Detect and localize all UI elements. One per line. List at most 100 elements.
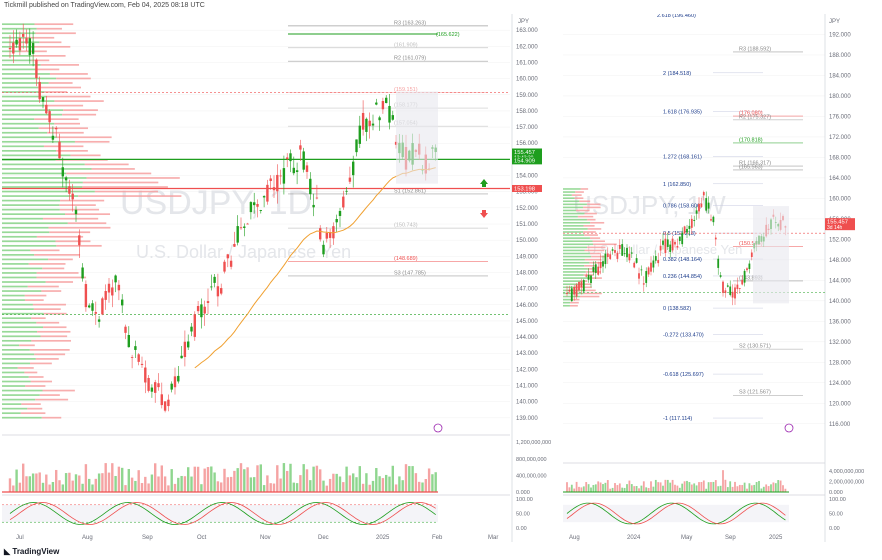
left-volume-bar [140,483,144,492]
left-volume-bar [421,482,424,492]
left-candle-body [167,399,170,407]
left-volume-bar [381,478,385,492]
right-candle-body [734,287,736,299]
left-volume-bar [150,474,154,492]
left-candle-body [18,38,22,51]
left-volume-bar [170,469,173,492]
left-volume-bar [18,482,22,492]
right-volume-bar [570,484,573,492]
right-volume-bar [688,482,691,492]
right-volume-bar [676,485,679,492]
right-pivot-label: S2 (130.571) [739,344,771,350]
left-volume-bar [408,466,411,492]
right-candle-body [662,240,664,245]
left-candle-body [200,304,203,318]
left-volume-bar [130,477,134,492]
right-volume-profile-bar-up [563,265,585,267]
weekly-chart-svg[interactable]: JPY 192.000 188.000 184.000 180.000 176.000 17… [563,13,881,542]
left-volume-bar [48,484,51,492]
left-volume-profile-bar-down [55,149,88,152]
right-candle-body [748,263,751,270]
left-candle-body [111,287,114,296]
left-candle-body [190,326,193,332]
left-volume-profile-bar-down [27,285,59,288]
left-volume-bar [266,475,269,492]
right-volume-bar [592,484,595,492]
left-volume-profile-bar-up [2,407,28,410]
left-candle-body [388,105,391,123]
right-volume-profile-bar-up [563,304,570,307]
left-candle-body [210,286,213,288]
left-volume-profile-bar-up [2,104,45,107]
left-volume-bar [193,466,196,492]
left-volume-profile-bar-up [2,131,48,134]
right-fib-label: 1 (162.850) [663,182,691,188]
left-volume-profile-bar-down [84,163,129,166]
right-volume-bar [702,480,705,492]
right-volume-profile-bar-down [579,295,600,298]
left-candle-body [130,357,134,358]
right-volume-bar [659,482,662,492]
right-volume-bar [674,484,676,492]
left-candle-body [220,288,223,294]
left-volume-bar [328,478,332,492]
left-volume-profile-bar-down [67,222,107,225]
left-volume-profile-bar-up [2,113,63,116]
right-volume-bar [717,486,720,492]
right-candle-body [582,280,585,292]
left-time-tick: Dec [318,535,329,541]
right-volume-bar [671,479,674,492]
left-volume-profile-bar-up [2,140,75,143]
left-volume-bar [352,473,355,492]
right-candle-body [690,218,693,228]
left-volume-profile-bar-up [2,339,32,342]
left-candle-body [348,177,352,182]
left-volume-profile-bar-up [2,231,50,234]
left-alert-icon [433,423,443,433]
left-candle-body [150,387,154,392]
right-volume-bar [690,484,693,492]
left-volume-bar [88,478,91,492]
left-candle-body [137,354,140,362]
left-price-tick: 152.000 [516,206,538,212]
left-volume-profile-bar-down [34,353,66,356]
weekly-chart-panel[interactable]: JPY 192.000 188.000 184.000 180.000 176.000 17… [563,13,881,542]
right-volume-profile-bar-down [569,304,578,307]
left-price-tick: 150.000 [516,238,538,244]
left-volume-profile-bar-down [32,55,66,57]
daily-chart-svg[interactable]: JPY 163.000 162.000 161.000 160.000 159.000 15… [2,14,560,542]
left-volume-profile-bar-up [2,213,66,216]
left-price-badge-text: 155.457 [514,150,535,156]
right-fib-label: -0.618 (125.697) [663,372,704,378]
daily-chart-panel[interactable]: JPY 163.000 162.000 161.000 160.000 159.000 15… [2,14,560,542]
left-candle-body [338,210,342,216]
right-time-tick: 2024 [627,535,641,541]
right-volume-bar [729,481,732,492]
left-volume-profile-bar-down [28,376,44,378]
left-volume-profile-bar-up [2,317,32,320]
right-candle-body [702,192,705,196]
left-projection-box [396,91,438,184]
right-candle-body [729,286,732,295]
left-volume-bar [22,463,25,492]
left-candle-body [114,275,117,283]
right-candle-body [640,269,643,271]
right-time-tick: Aug [569,535,580,541]
left-volume-profile-bar-up [2,321,37,324]
left-volume-bar [28,476,31,492]
right-volume-tick: 2,000,000,000 [829,480,864,486]
left-pivot-label: (159.151) [394,87,418,93]
right-volume-bar [669,482,672,492]
left-volume-profile-bar-down [47,131,84,134]
right-volume-bar [782,485,784,492]
left-volume-tick: 800,000,000 [516,457,547,463]
left-candle-body [187,341,190,348]
left-candle-body [12,42,15,54]
left-volume-profile-bar-up [2,59,32,62]
left-volume-bar [51,482,55,492]
left-volume-profile-bar-up [2,376,29,378]
right-osc-tick: 0.00 [829,526,840,532]
right-price-tick: 116.000 [829,422,851,428]
right-volume-bar [664,479,667,492]
right-candle-body [650,262,652,272]
